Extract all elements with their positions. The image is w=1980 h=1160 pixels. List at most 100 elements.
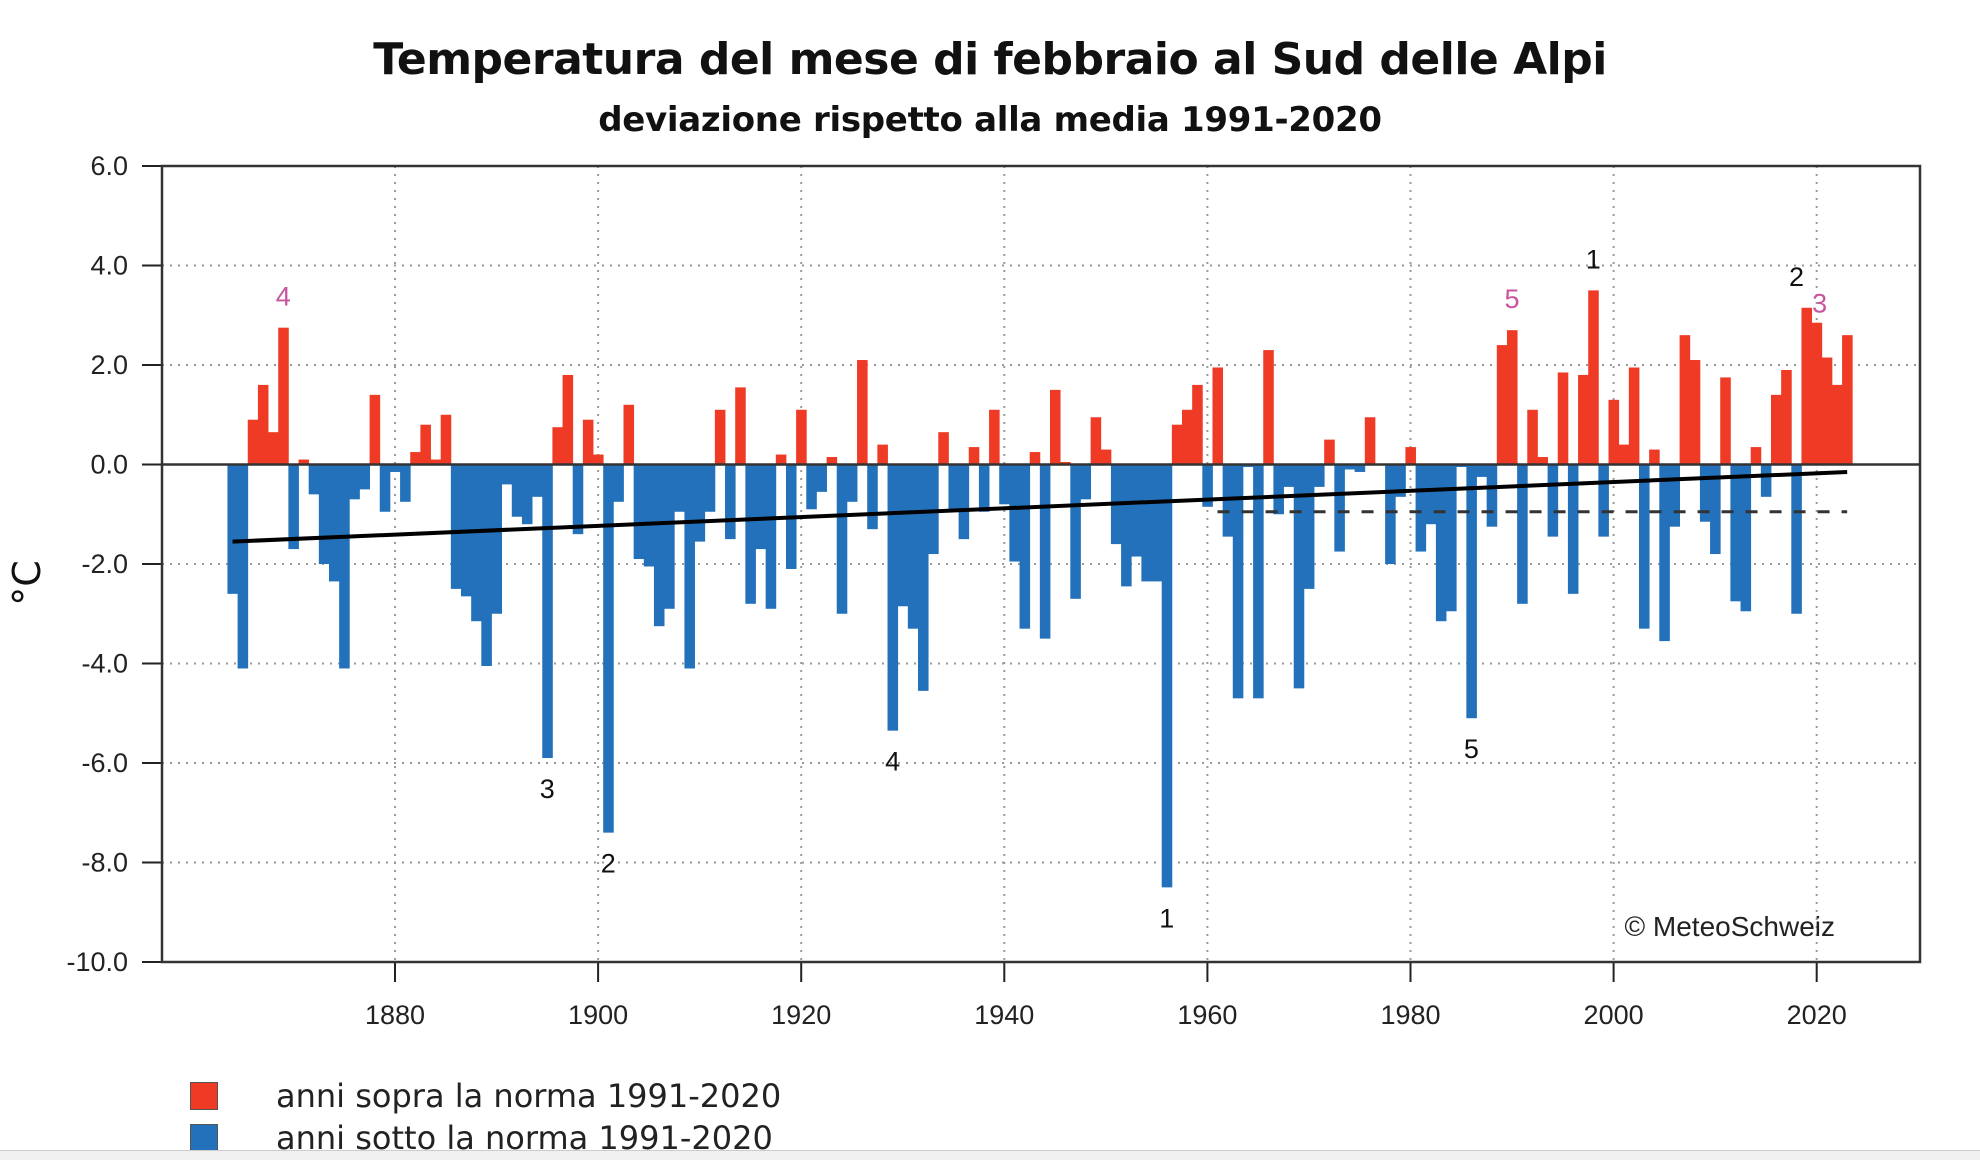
bar-1867	[257, 384, 269, 465]
bar-1897	[562, 374, 574, 465]
bar-1886	[450, 464, 462, 589]
warm-rank-label: 4	[276, 282, 291, 312]
bar-1918	[775, 454, 787, 465]
bar-1968	[1283, 464, 1295, 487]
bar-1869	[278, 327, 289, 465]
bar-1906	[653, 464, 665, 627]
legend-item-above: anni sopra la norma 1991-2020	[190, 1075, 781, 1117]
bar-1970	[1303, 464, 1315, 589]
bar-1907	[664, 464, 675, 609]
bar-1984	[1446, 464, 1457, 612]
bar-1994	[1547, 464, 1559, 537]
bar-1974	[1344, 464, 1356, 470]
bar-2002	[1628, 367, 1640, 465]
bar-1911	[704, 464, 716, 512]
legend-label-above: anni sopra la norma 1991-2020	[276, 1077, 782, 1115]
bar-1871	[298, 459, 310, 465]
bar-1923	[826, 457, 838, 465]
bar-1940	[999, 464, 1010, 505]
bar-1958	[1182, 409, 1193, 465]
bar-1939	[989, 409, 1000, 465]
bar-1947	[1070, 464, 1081, 599]
bar-1884	[430, 459, 442, 465]
chart-subtitle: deviazione rispetto alla media 1991-2020	[598, 100, 1382, 140]
y-tick-label: -4.0	[81, 649, 128, 679]
bar-1967	[1273, 464, 1284, 515]
bar-1980	[1405, 447, 1416, 465]
bar-1916	[755, 464, 767, 550]
bar-1889	[481, 464, 492, 666]
bar-1969	[1293, 464, 1305, 689]
x-tick-label: 2000	[1584, 1000, 1644, 1030]
x-tick-label: 1980	[1380, 1000, 1440, 1030]
warm-rank-label: 1	[1586, 244, 1601, 274]
bar-1983	[1435, 464, 1447, 622]
bar-1945	[1049, 389, 1061, 465]
bar-1922	[816, 464, 827, 492]
bar-1878	[369, 394, 381, 465]
bar-1955	[1151, 464, 1163, 582]
bar-1965	[1253, 464, 1264, 699]
bar-2001	[1618, 444, 1630, 465]
bar-1957	[1171, 424, 1183, 465]
bar-1937	[968, 447, 980, 465]
cold-rank-label: 3	[540, 774, 555, 804]
chart-title: Temperatura del mese di febbraio al Sud …	[373, 34, 1607, 85]
lines	[162, 463, 1920, 544]
bar-1910	[694, 464, 706, 542]
bars	[227, 290, 1853, 888]
bar-1972	[1324, 439, 1335, 465]
bar-1943	[1029, 452, 1041, 465]
bar-1883	[420, 424, 431, 465]
bar-1934	[938, 432, 949, 465]
bar-1960	[1202, 464, 1213, 507]
bar-1981	[1415, 464, 1427, 552]
bar-1877	[359, 464, 371, 490]
axes: 6.0 4.0 2.0 0.0 -2.0 -4.0 -6.0 -8.0 -10.0 1880 190…	[66, 151, 1922, 1030]
bar-1941	[1009, 464, 1020, 562]
bar-1894	[532, 464, 543, 497]
bar-1891	[501, 464, 513, 485]
bar-1952	[1121, 464, 1132, 587]
bar-1898	[572, 464, 584, 535]
x-tick-label: 1940	[974, 1000, 1034, 1030]
bar-1989	[1496, 345, 1508, 465]
bar-1892	[511, 464, 523, 517]
bar-1931	[907, 464, 919, 629]
bar-1902	[613, 464, 624, 502]
legend-swatch-below	[190, 1124, 218, 1152]
bar-2012	[1730, 464, 1741, 602]
bar-1961	[1212, 367, 1224, 465]
y-tick-label: 0.0	[90, 450, 128, 480]
legend: anni sopra la norma 1991-2020 anni sotto…	[190, 1075, 781, 1159]
bar-1930	[897, 464, 909, 607]
bar-1935	[948, 464, 960, 510]
bar-2009	[1699, 464, 1711, 522]
warm-rank-label: 5	[1505, 284, 1520, 314]
bar-1959	[1192, 384, 1203, 465]
bar-1988	[1486, 464, 1498, 527]
bar-1993	[1537, 457, 1548, 465]
bar-1997	[1578, 374, 1589, 465]
bar-1915	[745, 464, 756, 604]
bar-1949	[1090, 417, 1102, 465]
copyright-text: © MeteoSchweiz	[1625, 911, 1836, 942]
y-tick-label: -10.0	[66, 947, 128, 977]
bar-1896	[552, 427, 563, 465]
bar-1992	[1527, 409, 1538, 465]
y-tick-label: 6.0	[90, 151, 128, 181]
bar-2003	[1638, 464, 1650, 629]
bar-1865	[237, 464, 249, 669]
bar-1982	[1425, 464, 1437, 525]
bar-1954	[1141, 464, 1152, 582]
bar-1875	[339, 464, 350, 669]
bar-1927	[867, 464, 878, 530]
bar-1921	[806, 464, 817, 510]
bar-1885	[440, 414, 452, 465]
y-tick-label: 2.0	[90, 350, 128, 380]
bar-2005	[1659, 464, 1670, 642]
bar-1942	[1019, 464, 1031, 629]
bar-1999	[1598, 464, 1609, 537]
bottom-divider	[0, 1150, 1980, 1160]
